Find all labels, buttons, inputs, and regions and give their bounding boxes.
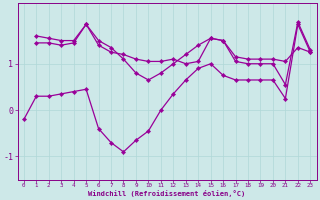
X-axis label: Windchill (Refroidissement éolien,°C): Windchill (Refroidissement éolien,°C) <box>88 190 246 197</box>
